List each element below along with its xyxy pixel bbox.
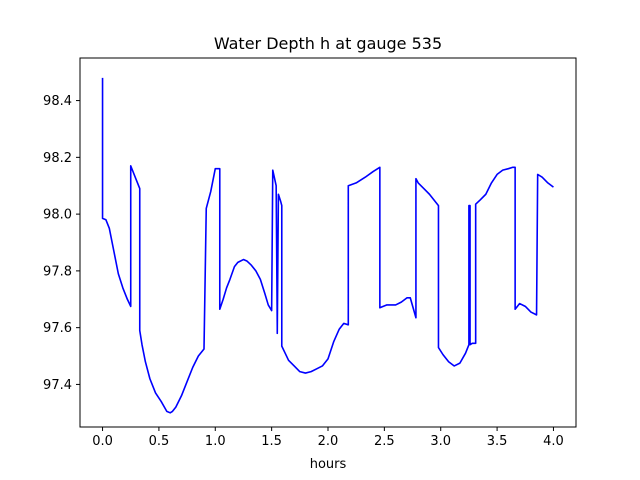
- chart-title: Water Depth h at gauge 535: [214, 34, 442, 53]
- x-tick-label: 0.5: [149, 434, 170, 449]
- x-axis-label: hours: [310, 457, 347, 472]
- y-tick-label: 98.0: [43, 208, 72, 223]
- series-line-0: [101, 77, 554, 414]
- x-tick-label: 2.0: [318, 434, 339, 449]
- y-tick-label: 98.2: [43, 151, 72, 166]
- x-tick-label: 1.5: [261, 434, 282, 449]
- x-tick-label: 2.5: [374, 434, 395, 449]
- plot-area: [101, 77, 554, 414]
- x-tick-label: 3.0: [430, 434, 451, 449]
- x-tick-label: 1.0: [205, 434, 226, 449]
- x-tick-label: 4.0: [543, 434, 564, 449]
- y-tick-label: 97.8: [43, 264, 72, 279]
- y-axis: 97.4 97.6 97.8 98.0 98.2 98.4: [43, 94, 80, 393]
- x-tick-label: 0.0: [92, 434, 113, 449]
- y-tick-label: 98.4: [43, 94, 72, 109]
- x-axis: 0.0 0.5 1.0 1.5 2.0 2.5 3.0 3.5 4.0: [92, 427, 564, 449]
- x-tick-label: 3.5: [487, 434, 508, 449]
- y-tick-label: 97.4: [43, 378, 72, 393]
- axes-frame: [79, 57, 577, 428]
- y-tick-label: 97.6: [43, 321, 72, 336]
